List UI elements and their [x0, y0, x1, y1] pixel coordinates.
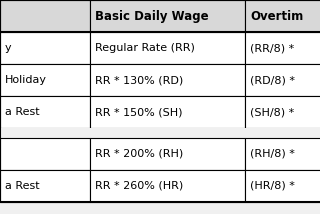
Bar: [245, 64, 320, 96]
Bar: [245, 32, 320, 64]
Bar: [0, 32, 90, 64]
Bar: [245, 170, 320, 202]
Text: a Rest: a Rest: [5, 107, 40, 117]
Bar: [90, 0, 245, 32]
Bar: [0, 64, 90, 96]
Bar: [245, 128, 320, 138]
Bar: [90, 128, 245, 138]
Bar: [90, 32, 245, 64]
Bar: [0, 96, 90, 128]
Text: (HR/8) *: (HR/8) *: [250, 181, 295, 191]
Text: RR * 200% (RH): RR * 200% (RH): [95, 149, 183, 159]
Bar: [0, 138, 90, 170]
Bar: [90, 170, 245, 202]
Bar: [90, 96, 245, 128]
Text: Holiday: Holiday: [5, 75, 47, 85]
Bar: [0, 0, 90, 32]
Text: Basic Daily Wage: Basic Daily Wage: [95, 9, 209, 22]
Text: (SH/8) *: (SH/8) *: [250, 107, 294, 117]
Bar: [90, 138, 245, 170]
Text: a Rest: a Rest: [5, 181, 40, 191]
Text: RR * 150% (SH): RR * 150% (SH): [95, 107, 182, 117]
Text: RR * 130% (RD): RR * 130% (RD): [95, 75, 183, 85]
Text: RR * 260% (HR): RR * 260% (HR): [95, 181, 183, 191]
Text: (RR/8) *: (RR/8) *: [250, 43, 294, 53]
Bar: [90, 64, 245, 96]
Bar: [0, 170, 90, 202]
Text: Overtim: Overtim: [250, 9, 303, 22]
Text: (RD/8) *: (RD/8) *: [250, 75, 295, 85]
Bar: [245, 96, 320, 128]
Text: Regular Rate (RR): Regular Rate (RR): [95, 43, 195, 53]
Bar: [245, 0, 320, 32]
Bar: [0, 128, 90, 138]
Text: y: y: [5, 43, 12, 53]
Text: (RH/8) *: (RH/8) *: [250, 149, 295, 159]
Bar: [245, 138, 320, 170]
